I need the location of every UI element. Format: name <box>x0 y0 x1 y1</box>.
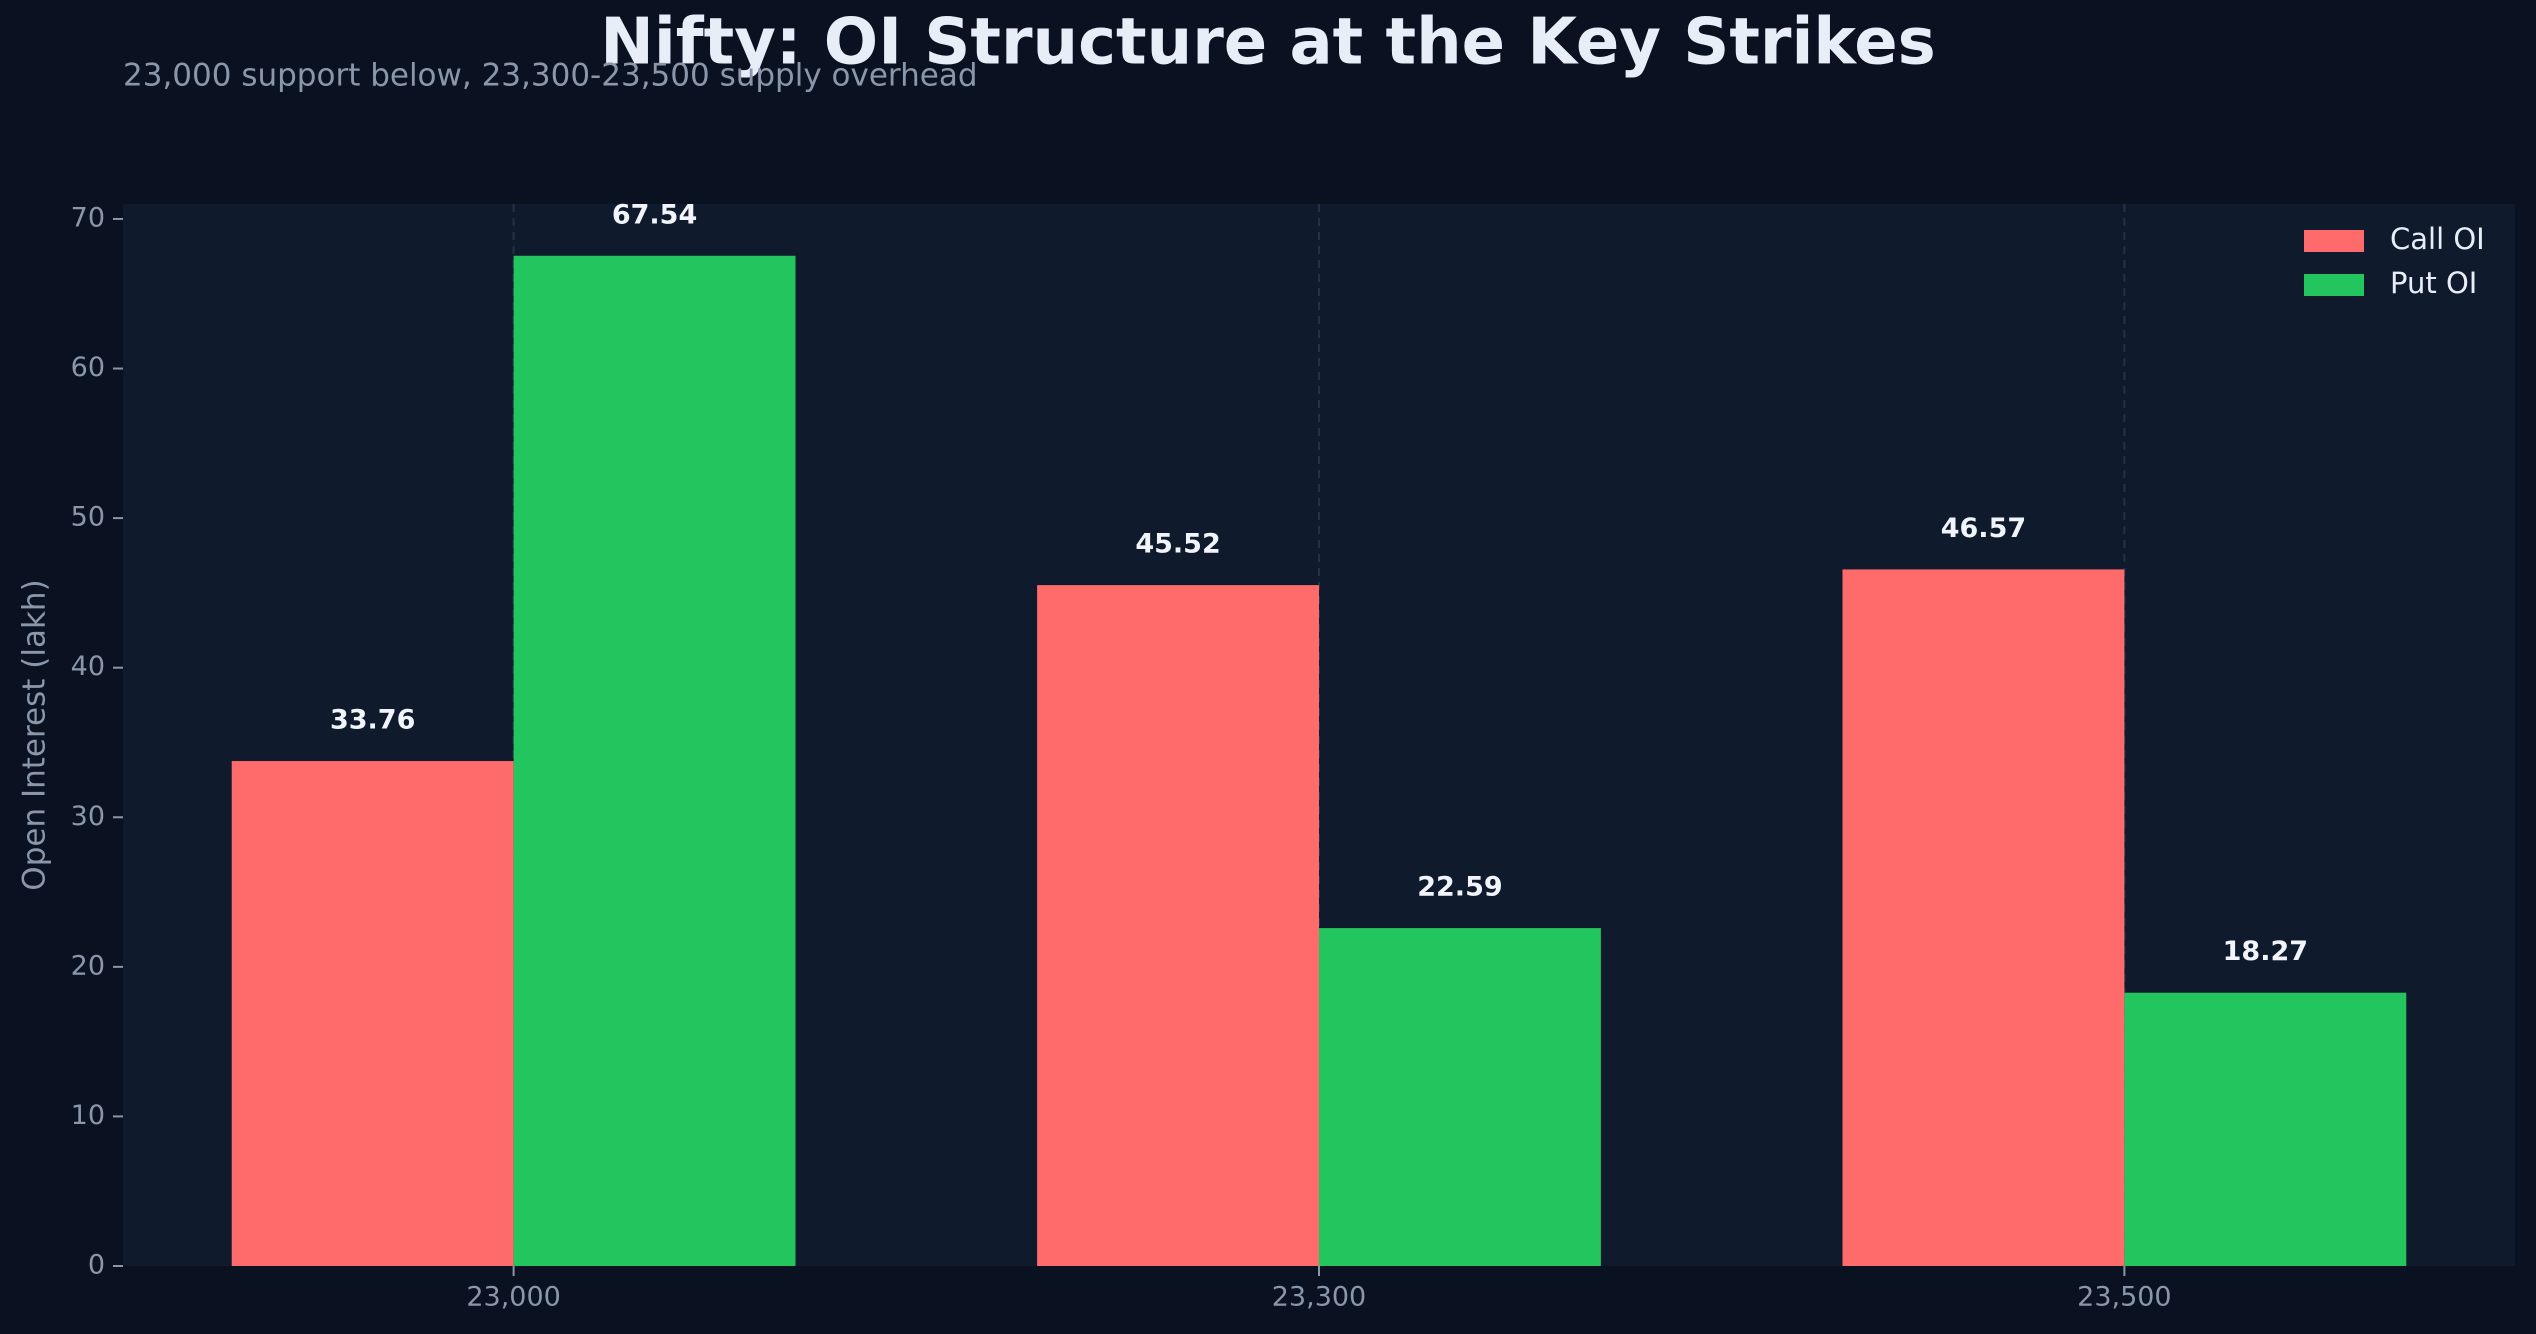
value-label: 46.57 <box>1941 513 2026 544</box>
value-label: 67.54 <box>612 199 697 230</box>
bar <box>1037 585 1319 1266</box>
bar <box>513 255 796 1267</box>
legend-swatch <box>2304 274 2364 296</box>
chart-subtitle: 23,000 support below, 23,300-23,500 supp… <box>123 58 978 94</box>
y-tick-label: 10 <box>71 1100 105 1131</box>
y-tick-label: 20 <box>71 950 105 981</box>
y-tick-label: 60 <box>71 352 105 383</box>
x-tick-label: 23,500 <box>2077 1282 2171 1313</box>
value-label: 33.76 <box>330 705 415 736</box>
y-tick-label: 30 <box>71 801 105 832</box>
bar <box>1319 928 1601 1266</box>
x-tick-label: 23,300 <box>1272 1282 1366 1313</box>
value-label: 18.27 <box>2223 936 2308 967</box>
y-tick-label: 0 <box>88 1250 105 1281</box>
y-axis-label: Open Interest (lakh) <box>17 579 53 890</box>
y-tick-label: 40 <box>71 651 105 682</box>
chart-title: Nifty: OI Structure at the Key Strikes <box>600 6 1936 80</box>
x-tick-label: 23,000 <box>466 1282 560 1313</box>
legend-label: Put OI <box>2390 266 2477 300</box>
bar <box>231 761 514 1266</box>
value-label: 45.52 <box>1135 529 1220 560</box>
legend-label: Call OI <box>2390 222 2485 256</box>
bar <box>2124 992 2407 1266</box>
y-tick-label: 70 <box>71 202 105 233</box>
bar <box>1842 569 2125 1266</box>
y-tick-label: 50 <box>71 502 105 533</box>
legend-swatch <box>2304 230 2364 252</box>
value-label: 22.59 <box>1417 872 1502 903</box>
